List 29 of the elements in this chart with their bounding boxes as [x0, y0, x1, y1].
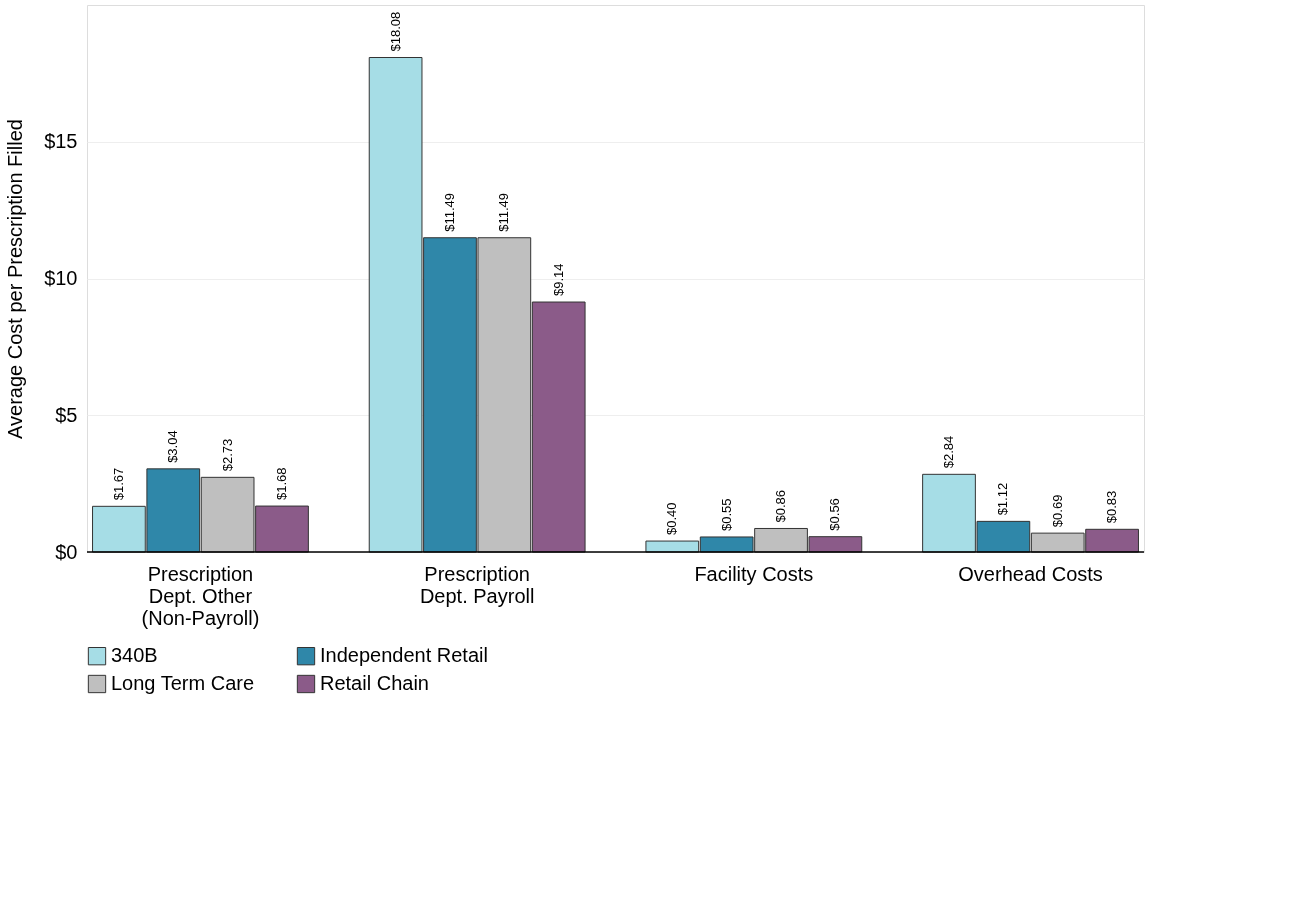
data-label: $3.04 [165, 430, 181, 463]
data-label: $1.67 [110, 467, 126, 501]
data-label: $1.12 [995, 482, 1011, 516]
x-tick-label: Prescription Dept. Other (Non-Payroll) [141, 562, 260, 629]
data-label: $0.86 [773, 489, 789, 523]
y-tick-label: $15 [44, 130, 78, 153]
x-tick-label: Overhead Costs [958, 562, 1103, 585]
data-label: $18.08 [387, 11, 403, 52]
data-label: $9.14 [550, 263, 566, 297]
legend-label: Long Term Care [111, 672, 255, 694]
y-tick-label: $0 [55, 540, 78, 563]
data-label: $2.73 [219, 438, 235, 472]
data-label: $0.83 [1104, 490, 1120, 524]
legend-label: Retail Chain [320, 672, 429, 694]
data-label: $2.84 [941, 435, 957, 469]
data-label: $11.49 [441, 192, 457, 232]
y-tick-label: $5 [55, 403, 78, 426]
x-tick-label: Prescription Dept. Payroll [419, 562, 535, 607]
y-tick-label: $10 [44, 267, 78, 289]
data-label: $0.69 [1049, 494, 1065, 528]
data-label: $0.55 [718, 498, 734, 531]
legend-label: 340B [111, 644, 158, 667]
y-axis-title: Average Cost per Prescription Filled [4, 119, 27, 439]
data-label: $0.56 [827, 498, 843, 531]
data-label: $11.49 [496, 192, 512, 232]
x-tick-label: Facility Costs [694, 562, 814, 585]
data-label: $0.40 [664, 502, 680, 536]
legend-label: Independent Retail [320, 644, 488, 667]
data-label: $1.68 [273, 467, 289, 501]
